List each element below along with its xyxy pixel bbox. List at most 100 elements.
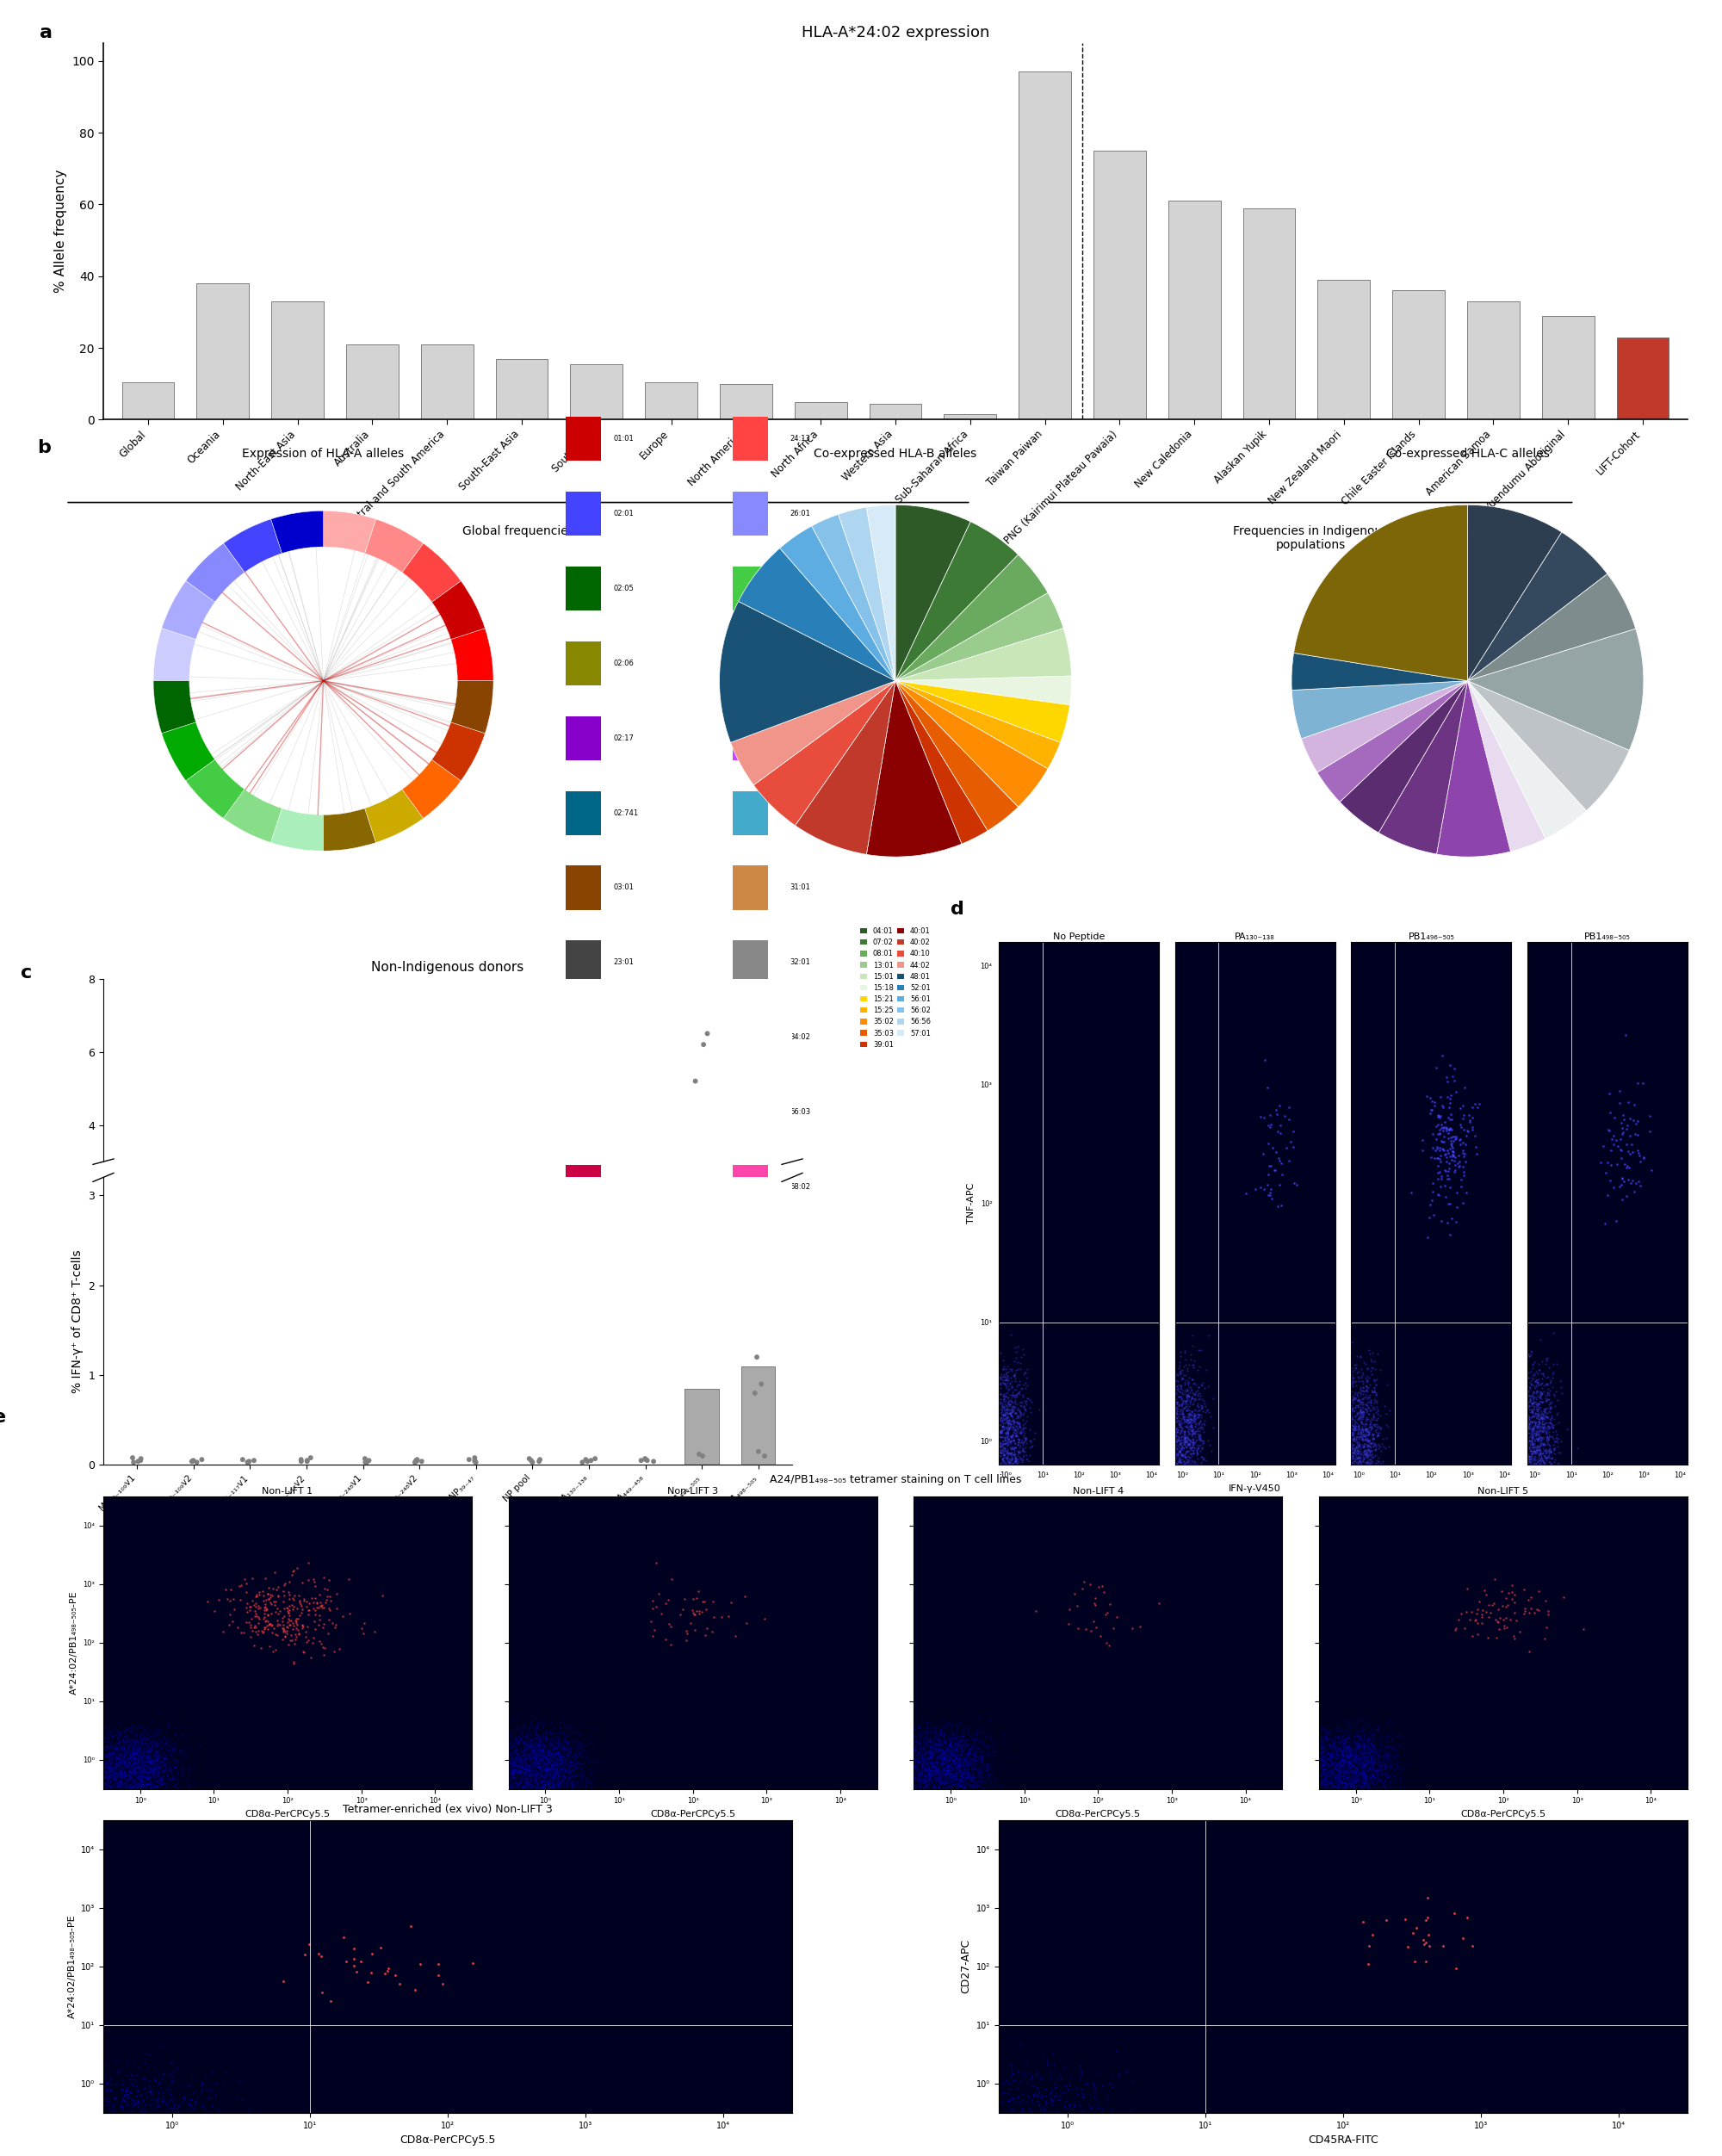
Point [945, 1744, 973, 1779]
Point [1524, 1492, 1552, 1526]
Point [969, 2081, 997, 2115]
Point [1510, 1505, 1538, 1539]
Point [1173, 1399, 1200, 1434]
Point [963, 1723, 990, 1757]
Point [1434, 1153, 1462, 1188]
Point [88, 1731, 115, 1766]
Point [1288, 1720, 1316, 1755]
Point [1335, 1729, 1362, 1764]
Point [926, 1736, 954, 1770]
Point [987, 1378, 1014, 1412]
Point [1505, 1410, 1533, 1445]
Point [1142, 1399, 1169, 1434]
Point [987, 1438, 1014, 1473]
Point [1304, 1718, 1331, 1753]
Point [1316, 1759, 1343, 1794]
Point [873, 1764, 901, 1798]
Point [251, 1561, 279, 1595]
Point [1350, 1380, 1378, 1414]
Point [1190, 1442, 1217, 1477]
Point [1197, 1427, 1224, 1462]
Point [1317, 1740, 1345, 1774]
Point [1095, 1628, 1123, 1662]
Point [494, 1744, 522, 1779]
Point [1522, 1449, 1550, 1483]
Point [510, 1718, 537, 1753]
Point [1314, 1749, 1341, 1783]
Point [134, 1759, 162, 1794]
Point [64, 1781, 91, 1815]
Point [914, 1759, 942, 1794]
Point [1173, 1531, 1200, 1565]
Point [91, 1755, 119, 1789]
Point [541, 1751, 568, 1785]
Point [86, 1761, 114, 1796]
Point [1305, 1759, 1333, 1794]
Point [1533, 1410, 1560, 1445]
Point [152, 1725, 179, 1759]
Point [176, 1749, 203, 1783]
Point [1491, 1337, 1519, 1371]
Point [1316, 1380, 1343, 1414]
Point [1011, 1395, 1038, 1429]
Point [134, 1733, 162, 1768]
Point [143, 1751, 170, 1785]
Point [1522, 1464, 1550, 1498]
Point [88, 1761, 115, 1796]
Point [1340, 1384, 1367, 1419]
Point [523, 1746, 551, 1781]
Point [933, 1757, 961, 1792]
Point [988, 1526, 1016, 1561]
Point [529, 1792, 556, 1826]
Point [951, 1725, 978, 1759]
Point [920, 1723, 947, 1757]
Point [511, 1725, 539, 1759]
Point [1371, 1777, 1398, 1811]
Point [921, 1744, 949, 1779]
Point [949, 1770, 976, 1805]
Point [1171, 1427, 1199, 1462]
Point [1174, 1354, 1202, 1388]
Point [959, 2083, 987, 2117]
Point [864, 1725, 892, 1759]
Point [678, 1583, 706, 1617]
Point [1431, 1169, 1459, 1203]
Point [997, 1369, 1025, 1404]
Point [1355, 1423, 1383, 1457]
Point [1508, 1384, 1536, 1419]
Point [906, 1759, 933, 1794]
Point [940, 1787, 968, 1822]
Point [1328, 1796, 1355, 1830]
Point [1329, 1501, 1357, 1535]
Point [81, 1723, 108, 1757]
Point [145, 1727, 172, 1761]
Point [1305, 1766, 1333, 1800]
Point [1155, 1470, 1183, 1505]
Point [918, 1746, 945, 1781]
Point [1527, 1438, 1555, 1473]
Point [995, 1535, 1023, 1570]
Point [1352, 1395, 1379, 1429]
Point [107, 2106, 134, 2141]
Point [1147, 1445, 1174, 1479]
Point [134, 1740, 162, 1774]
Point [1155, 1382, 1183, 1416]
Point [55, 2102, 83, 2137]
Point [1527, 1401, 1555, 1436]
Point [110, 1746, 138, 1781]
Point [110, 1755, 138, 1789]
Point [1355, 1414, 1383, 1449]
Point [1149, 1419, 1176, 1453]
Point [1357, 1408, 1384, 1442]
Point [1004, 1470, 1031, 1505]
Point [1298, 1744, 1326, 1779]
Point [870, 1746, 897, 1781]
Point [165, 1770, 193, 1805]
Point [878, 1725, 906, 1759]
Point [126, 1768, 153, 1802]
Point [930, 1759, 957, 1794]
Point [1341, 1485, 1369, 1520]
Point [892, 1708, 920, 1742]
Point [554, 1761, 582, 1796]
Point [520, 1714, 548, 1749]
